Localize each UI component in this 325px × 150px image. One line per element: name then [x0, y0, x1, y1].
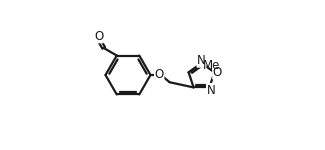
Text: O: O — [155, 69, 164, 81]
Text: O: O — [213, 66, 222, 79]
Text: O: O — [94, 30, 103, 43]
Text: N: N — [207, 84, 215, 97]
Text: N: N — [197, 54, 206, 67]
Text: Me: Me — [203, 59, 220, 72]
